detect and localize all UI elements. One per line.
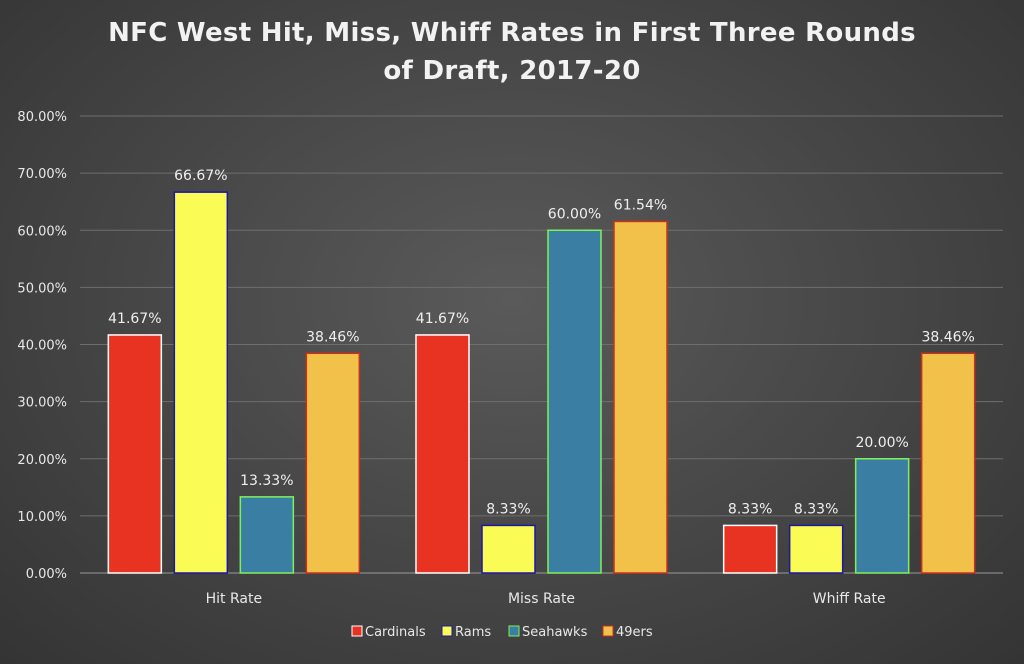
legend-swatch-49ers bbox=[602, 625, 614, 637]
data-label: 41.67% bbox=[108, 311, 161, 327]
data-label: 13.33% bbox=[240, 473, 293, 489]
bar-49ers-whiff-rate bbox=[920, 352, 976, 574]
y-tick-label: 80.00% bbox=[17, 110, 67, 125]
data-label: 61.54% bbox=[614, 197, 667, 213]
chart-title-line-1: NFC West Hit, Miss, Whiff Rates in First… bbox=[108, 18, 916, 48]
x-tick-label: Whiff Rate bbox=[813, 591, 886, 607]
data-label: 60.00% bbox=[548, 206, 601, 222]
legend-swatch-seahawks bbox=[508, 625, 520, 637]
y-tick-label: 20.00% bbox=[17, 453, 67, 468]
legend-label-seahawks: Seahawks bbox=[522, 625, 588, 640]
bar-49ers-miss-rate bbox=[613, 220, 668, 574]
data-label: 8.33% bbox=[486, 501, 530, 517]
y-tick-label: 10.00% bbox=[17, 510, 67, 525]
bar-seahawks-hit-rate bbox=[239, 496, 295, 574]
y-tick-label: 30.00% bbox=[17, 396, 67, 411]
y-tick-label: 40.00% bbox=[17, 339, 67, 354]
y-tick-label: 50.00% bbox=[17, 281, 67, 296]
bar-rams-whiff-rate bbox=[788, 524, 844, 574]
data-label: 38.46% bbox=[921, 329, 974, 345]
y-tick-label: 60.00% bbox=[17, 224, 67, 239]
legend-label-rams: Rams bbox=[455, 625, 491, 640]
data-label: 41.67% bbox=[416, 311, 469, 327]
bar-seahawks-miss-rate bbox=[547, 229, 602, 574]
y-tick-label: 0.00% bbox=[26, 567, 67, 582]
y-tick-label: 70.00% bbox=[17, 167, 67, 182]
legend-swatch-rams bbox=[441, 625, 453, 637]
bar-cardinals-whiff-rate bbox=[722, 524, 778, 574]
legend-swatch-cardinals bbox=[351, 625, 363, 637]
bar-rams-miss-rate bbox=[481, 524, 536, 574]
bar-49ers-hit-rate bbox=[305, 352, 361, 574]
data-label: 8.33% bbox=[728, 501, 772, 517]
legend-label-49ers: 49ers bbox=[616, 625, 653, 640]
bar-cardinals-miss-rate bbox=[415, 334, 470, 574]
data-label: 8.33% bbox=[794, 501, 838, 517]
bar-cardinals-hit-rate bbox=[107, 334, 163, 574]
data-label: 66.67% bbox=[174, 168, 227, 184]
data-label: 38.46% bbox=[306, 329, 359, 345]
x-tick-label: Miss Rate bbox=[508, 591, 575, 607]
x-tick-label: Hit Rate bbox=[206, 591, 262, 607]
chart-title-line-2: of Draft, 2017-20 bbox=[383, 56, 641, 86]
bar-seahawks-whiff-rate bbox=[854, 458, 910, 574]
legend-label-cardinals: Cardinals bbox=[365, 625, 426, 640]
bar-rams-hit-rate bbox=[173, 191, 229, 574]
data-label: 20.00% bbox=[855, 435, 908, 451]
